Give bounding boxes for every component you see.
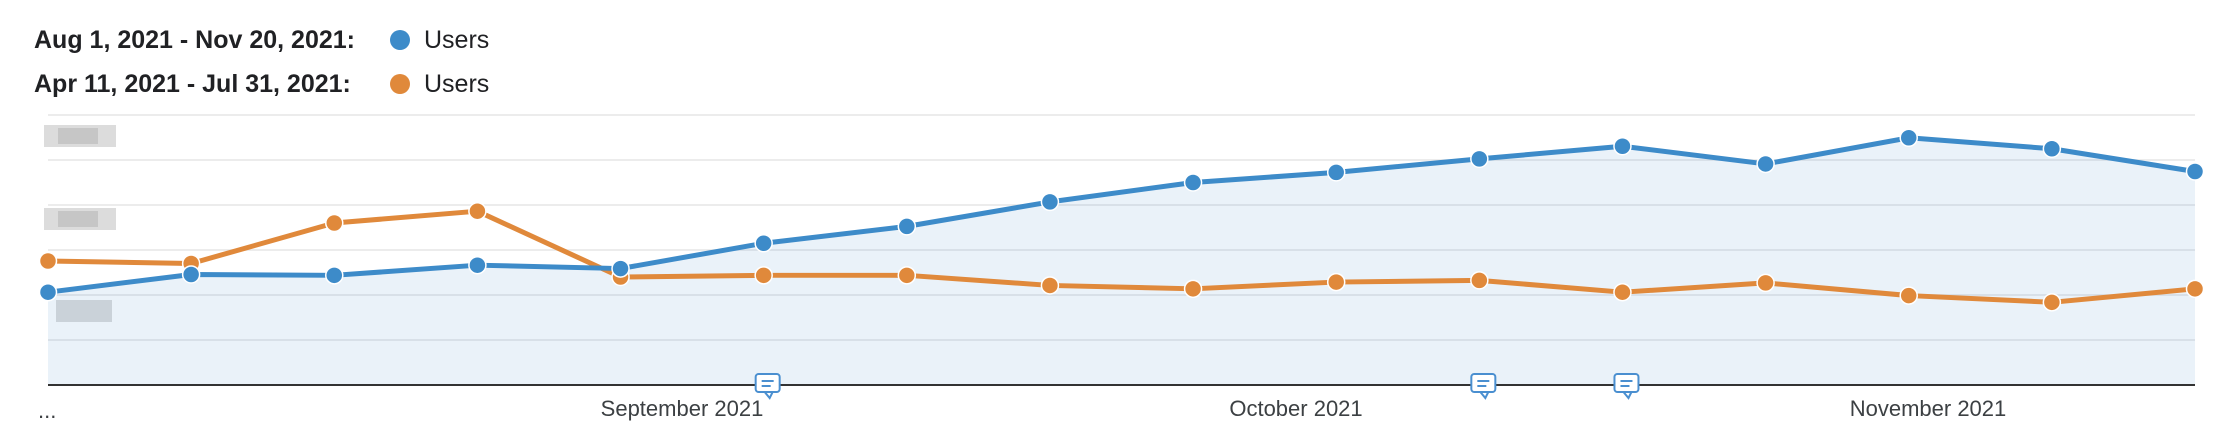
data-point xyxy=(754,266,773,285)
series-area xyxy=(48,137,2195,385)
comment-icon-tail xyxy=(762,391,775,400)
data-point xyxy=(1183,279,1203,299)
data-point xyxy=(1326,163,1346,182)
legend-row-previous: Apr 11, 2021 - Jul 31, 2021: Users xyxy=(34,62,489,106)
legend-dot-current xyxy=(390,30,410,50)
data-point xyxy=(1899,128,1918,148)
legend-range-current: Aug 1, 2021 - Nov 20, 2021: xyxy=(34,25,355,54)
x-more-label[interactable]: ... xyxy=(38,398,56,423)
data-point xyxy=(1756,273,1775,293)
data-point xyxy=(611,259,630,278)
data-point xyxy=(1470,149,1489,169)
comment-icon[interactable] xyxy=(1613,373,1640,400)
plot-area xyxy=(38,128,2205,386)
data-point xyxy=(1756,154,1775,174)
legend-row-current: Aug 1, 2021 - Nov 20, 2021: Users xyxy=(34,18,489,62)
y-axis-labels xyxy=(44,125,116,322)
x-label-september: September 2021 xyxy=(601,396,764,421)
data-point xyxy=(38,282,58,302)
data-point xyxy=(1040,192,1060,212)
data-point xyxy=(1326,272,1346,292)
comment-icon[interactable] xyxy=(754,373,781,400)
data-point xyxy=(1613,136,1632,156)
comment-icon-bubble xyxy=(754,373,781,393)
series-line xyxy=(47,135,2196,295)
legend-metric-current: Users xyxy=(424,25,490,54)
data-point xyxy=(897,266,917,285)
data-point xyxy=(897,217,917,236)
data-point xyxy=(754,234,773,253)
data-point xyxy=(1040,276,1060,295)
data-point xyxy=(2185,279,2205,299)
legend-metric-previous: Users xyxy=(424,69,490,98)
comment-icon-bubble xyxy=(1613,373,1640,393)
data-point xyxy=(1899,286,1918,305)
annotation-markers xyxy=(754,373,1640,400)
data-point xyxy=(468,201,487,221)
comment-icon[interactable] xyxy=(1470,373,1497,400)
data-point xyxy=(325,213,344,233)
data-point xyxy=(2042,139,2062,158)
data-point xyxy=(2042,293,2062,312)
comment-icon-bubble xyxy=(1470,373,1497,393)
y-tick-label-obscured xyxy=(56,300,112,322)
data-point xyxy=(1470,271,1489,290)
data-point xyxy=(181,265,201,284)
series-line xyxy=(47,208,2196,305)
y-tick-label-obscured xyxy=(58,128,98,144)
data-point xyxy=(2185,162,2205,181)
data-point xyxy=(468,255,487,275)
legend-dot-previous xyxy=(390,74,410,94)
data-point xyxy=(325,266,344,285)
comment-icon-tail xyxy=(1478,391,1490,400)
y-tick-label-obscured xyxy=(58,211,98,227)
comment-icon-tail xyxy=(1621,391,1634,400)
legend-range-previous: Apr 11, 2021 - Jul 31, 2021: xyxy=(34,69,351,98)
x-label-november: November 2021 xyxy=(1850,396,2007,421)
x-axis-labels: ... September 2021 October 2021 November… xyxy=(38,396,2006,423)
legend: Aug 1, 2021 - Nov 20, 2021: Users Apr 11… xyxy=(34,18,489,106)
data-point xyxy=(38,251,58,271)
data-point xyxy=(1613,282,1632,302)
x-label-october: October 2021 xyxy=(1229,396,1362,421)
data-point xyxy=(1183,173,1203,192)
